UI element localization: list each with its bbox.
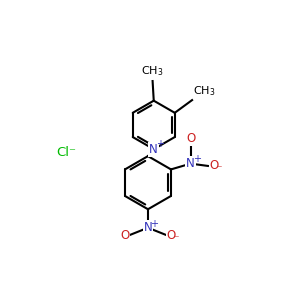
Text: CH$_3$: CH$_3$	[193, 85, 216, 98]
Text: N: N	[186, 157, 195, 170]
Text: Cl⁻: Cl⁻	[56, 146, 76, 159]
Text: O: O	[120, 229, 130, 242]
Text: O: O	[186, 132, 195, 145]
Text: CH$_3$: CH$_3$	[141, 64, 164, 78]
Text: O: O	[209, 159, 218, 172]
Text: N: N	[144, 221, 152, 234]
Text: O: O	[167, 229, 176, 242]
Text: +: +	[193, 154, 201, 164]
Text: N: N	[149, 143, 158, 156]
Text: ⁻: ⁻	[216, 164, 221, 174]
Text: +: +	[150, 219, 158, 229]
Text: ⁻: ⁻	[173, 234, 179, 244]
Text: +: +	[156, 139, 164, 149]
